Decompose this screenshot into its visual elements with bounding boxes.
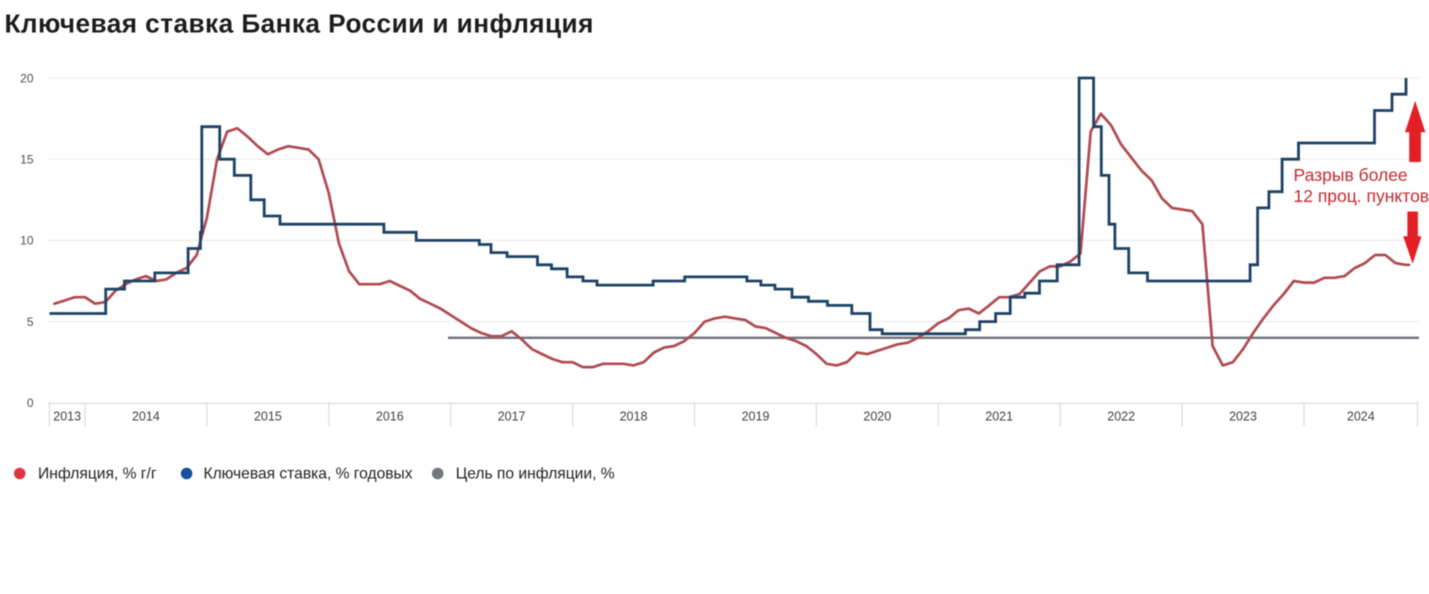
svg-text:Разрыв более: Разрыв более [1294, 165, 1408, 185]
svg-text:12 проц. пунктов: 12 проц. пунктов [1294, 186, 1429, 206]
svg-text:10: 10 [20, 234, 34, 248]
svg-text:2013: 2013 [53, 410, 81, 424]
svg-text:Цель по инфляции, %: Цель по инфляции, % [456, 466, 615, 483]
svg-text:2021: 2021 [985, 410, 1013, 424]
svg-text:2018: 2018 [620, 410, 648, 424]
svg-text:2023: 2023 [1229, 410, 1257, 424]
svg-text:Ключевая ставка, % годовых: Ключевая ставка, % годовых [204, 466, 413, 483]
svg-text:Инфляция, % г/г: Инфляция, % г/г [38, 466, 157, 483]
svg-text:2016: 2016 [376, 410, 404, 424]
svg-text:2022: 2022 [1107, 410, 1135, 424]
svg-text:5: 5 [27, 315, 34, 329]
svg-text:Ключевая ставка Банка России и: Ключевая ставка Банка России и инфляция [5, 9, 594, 39]
svg-text:20: 20 [20, 71, 34, 85]
svg-text:2024: 2024 [1347, 410, 1375, 424]
svg-text:2014: 2014 [132, 410, 160, 424]
svg-text:2015: 2015 [254, 410, 282, 424]
svg-text:0: 0 [27, 396, 34, 410]
svg-text:2020: 2020 [863, 410, 891, 424]
svg-text:2019: 2019 [742, 410, 770, 424]
svg-text:15: 15 [20, 153, 34, 167]
svg-text:2017: 2017 [498, 410, 526, 424]
